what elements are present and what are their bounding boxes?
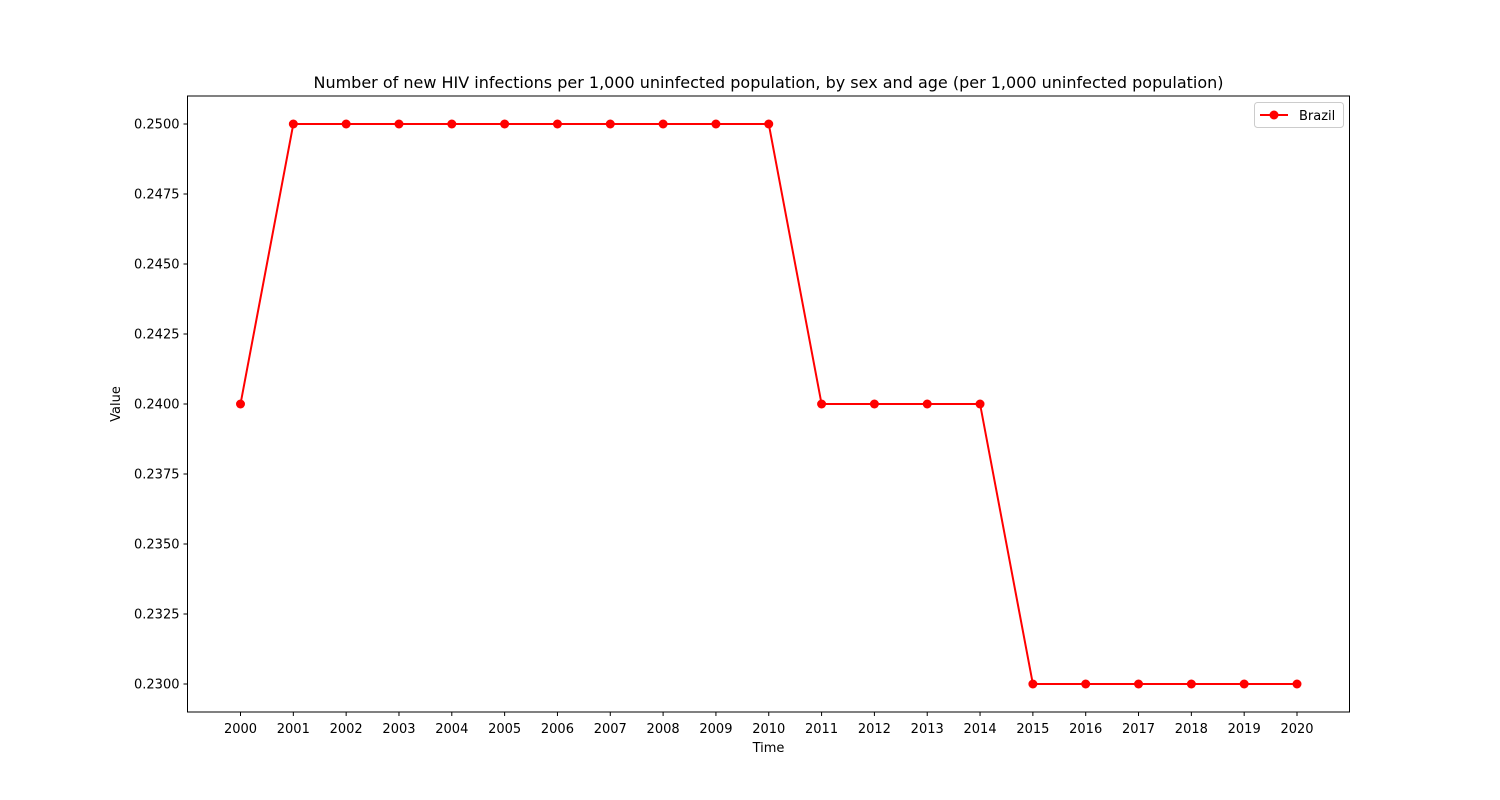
legend-label-brazil: Brazil	[1299, 109, 1335, 124]
x-tick-label: 2007	[594, 722, 627, 737]
data-point	[1186, 679, 1196, 689]
x-tick-label: 2004	[435, 722, 468, 737]
data-point	[236, 399, 245, 409]
x-tick-label: 2000	[224, 722, 257, 737]
y-tick-label: 0.2300	[134, 678, 180, 693]
y-axis: 0.2300 0.2325 0.2350 0.2375 0.2400 0.2425 0.24…	[134, 118, 188, 693]
data-point	[711, 119, 721, 129]
x-tick-label: 2009	[699, 722, 732, 737]
x-tick-label: 2002	[330, 722, 363, 737]
chart-title: Number of new HIV infections per 1,000 u…	[313, 73, 1223, 92]
y-tick-label: 0.2325	[134, 608, 180, 623]
x-tick-label: 2006	[541, 722, 574, 737]
data-point	[869, 399, 879, 409]
data-point	[1134, 679, 1144, 689]
y-tick-label: 0.2400	[134, 398, 180, 413]
x-tick-label: 2018	[1175, 722, 1208, 737]
x-tick-label: 2010	[752, 722, 785, 737]
x-tick-label: 2015	[1016, 722, 1049, 737]
series-line-brazil	[239, 123, 1297, 685]
x-axis-title: Time	[752, 741, 785, 756]
x-axis: 2000 2001 2002 2003 2004 2005 2006 2007 2008 2009…	[224, 712, 1314, 737]
x-tick-label: 2005	[488, 722, 521, 737]
x-tick-label: 2012	[858, 722, 891, 737]
plot-area-frame	[187, 95, 1350, 713]
data-point	[447, 119, 457, 129]
y-tick-label: 0.2350	[134, 538, 180, 553]
series-layer	[236, 119, 1302, 689]
y-tick-label: 0.2500	[134, 118, 180, 133]
data-point	[1081, 679, 1091, 689]
data-point	[764, 119, 774, 129]
y-tick-label: 0.2450	[134, 258, 180, 273]
data-point	[500, 119, 510, 129]
data-point	[1239, 679, 1249, 689]
x-tick-label: 2020	[1280, 722, 1313, 737]
x-tick-label: 2011	[805, 722, 838, 737]
x-tick-label: 2001	[277, 722, 310, 737]
data-point	[288, 119, 298, 129]
x-tick-label: 2003	[382, 722, 415, 737]
y-tick-label: 0.2375	[134, 468, 180, 483]
data-point	[552, 119, 562, 129]
data-point	[605, 119, 615, 129]
data-point	[394, 119, 404, 129]
x-tick-label: 2019	[1228, 722, 1261, 737]
y-tick-label: 0.2425	[134, 328, 180, 343]
legend-box	[1254, 102, 1344, 128]
legend-marker	[1269, 110, 1279, 120]
x-tick-label: 2017	[1122, 722, 1155, 737]
data-point	[658, 119, 668, 129]
y-tick-label: 0.2475	[134, 188, 180, 203]
data-point	[922, 399, 932, 409]
x-tick-label: 2014	[964, 722, 997, 737]
y-axis-title: Value	[109, 386, 124, 422]
legend: Brazil	[1254, 102, 1344, 128]
data-point	[341, 119, 351, 129]
data-point	[1028, 679, 1038, 689]
data-point	[975, 399, 985, 409]
x-tick-label: 2008	[647, 722, 680, 737]
data-point	[817, 399, 827, 409]
x-tick-label: 2016	[1069, 722, 1102, 737]
data-point	[1292, 679, 1302, 689]
x-tick-label: 2013	[911, 722, 944, 737]
